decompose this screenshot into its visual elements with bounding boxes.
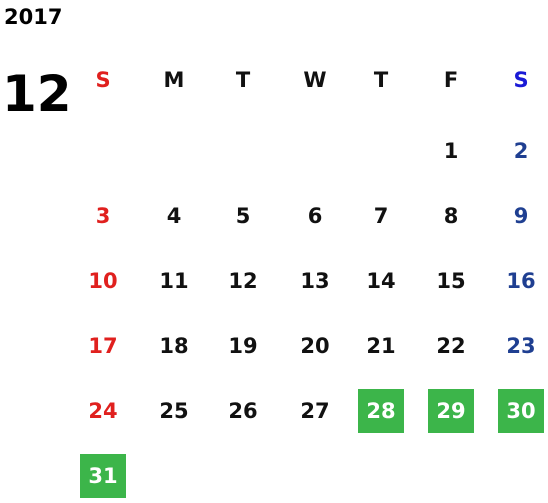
day: 17 (88, 334, 117, 358)
day: 28 (366, 399, 395, 423)
day: 13 (300, 269, 329, 293)
weekday-header: T (374, 68, 389, 92)
day: 1 (444, 139, 459, 163)
day: 14 (366, 269, 395, 293)
day: 6 (308, 204, 323, 228)
day: 7 (374, 204, 389, 228)
weekday-header: S (513, 68, 528, 92)
day: 22 (436, 334, 465, 358)
day: 18 (159, 334, 188, 358)
day: 12 (228, 269, 257, 293)
weekday-header: W (303, 68, 326, 92)
day: 3 (96, 204, 111, 228)
day: 31 (88, 464, 117, 488)
day: 5 (236, 204, 251, 228)
day: 27 (300, 399, 329, 423)
day: 21 (366, 334, 395, 358)
month: 12 (2, 65, 72, 123)
weekday-header: S (95, 68, 110, 92)
day: 8 (444, 204, 459, 228)
highlight-box (358, 389, 404, 433)
day: 26 (228, 399, 257, 423)
year: 2017 (4, 5, 62, 29)
highlight-box (498, 389, 544, 433)
day: 4 (167, 204, 182, 228)
highlight-box (80, 454, 126, 498)
weekday-header: M (164, 68, 185, 92)
day: 2 (514, 139, 529, 163)
day: 30 (506, 399, 535, 423)
day: 11 (159, 269, 188, 293)
day: 19 (228, 334, 257, 358)
day: 15 (436, 269, 465, 293)
highlight-box (428, 389, 474, 433)
day: 23 (506, 334, 535, 358)
day: 25 (159, 399, 188, 423)
day: 20 (300, 334, 329, 358)
day: 24 (88, 399, 117, 423)
day: 9 (514, 204, 529, 228)
weekday-header: F (444, 68, 458, 92)
day: 29 (436, 399, 465, 423)
day: 10 (88, 269, 117, 293)
day: 16 (506, 269, 535, 293)
weekday-header: T (236, 68, 251, 92)
